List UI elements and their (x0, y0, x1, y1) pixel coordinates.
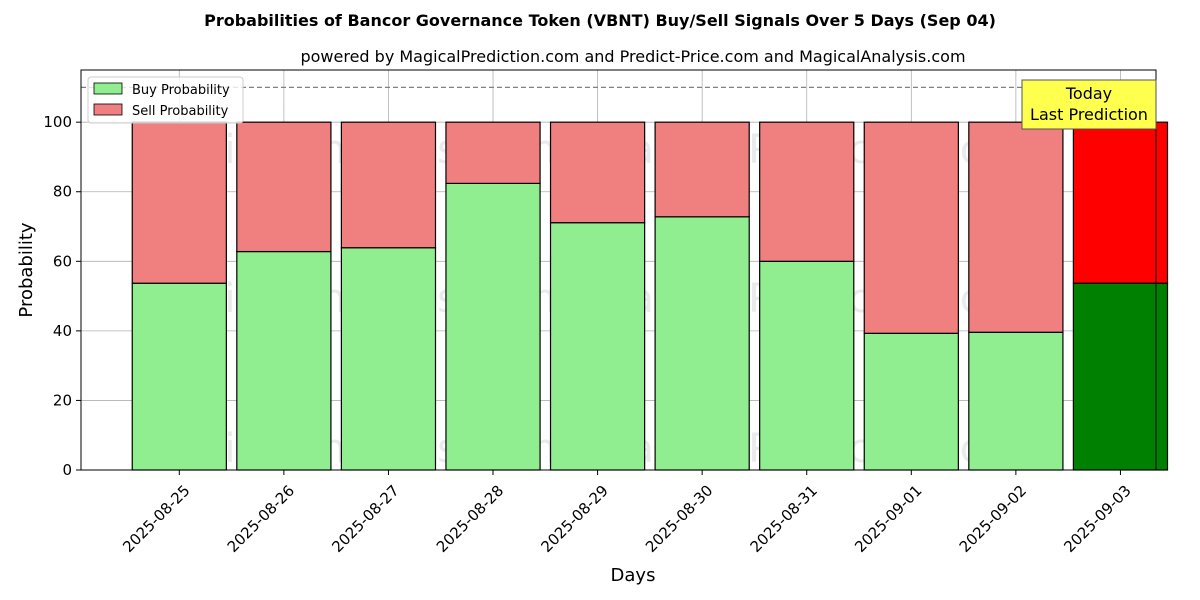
legend-label-buy: Buy Probability (132, 83, 230, 98)
legend-swatch-buy (93, 82, 123, 95)
plot-frame (80, 69, 1157, 471)
x-tick-label-4: 2025-08-29 (537, 482, 611, 556)
bar-sell-2025-08-28 (445, 121, 541, 184)
chart-title: Probabilities of Bancor Governance Token… (204, 11, 996, 30)
legend-label-sell: Sell Probability (132, 104, 229, 119)
y-axis-ticks: 0 20 40 60 80 100 (43, 113, 81, 479)
x-tick-label-2: 2025-08-27 (328, 482, 402, 556)
bar-sell-2025-09-03 (1072, 121, 1169, 284)
x-tick-label-9: 2025-09-03 (1060, 482, 1134, 556)
x-axis-ticks: 2025-08-25 2025-08-26 2025-08-27 2025-08-28… (119, 470, 1135, 556)
y-tick-label-2: 40 (53, 322, 72, 340)
bar-buy-2025-08-31 (759, 260, 855, 471)
bar-sell-2025-08-29 (549, 121, 646, 224)
bar-buy-2025-08-29 (549, 222, 646, 471)
bar-buy-2025-09-01 (863, 332, 959, 471)
y-tick-label-4: 80 (53, 183, 72, 201)
annotation-line-2: Last Prediction (1030, 105, 1148, 124)
chart-subtitle: powered by MagicalPrediction.com and Pre… (300, 47, 965, 66)
x-tick-label-3: 2025-08-28 (433, 482, 507, 556)
bar-sell-2025-08-27 (340, 121, 437, 249)
y-axis-label: Probability (16, 222, 37, 317)
annotation-line-1: Today (1065, 84, 1112, 103)
x-axis-label: Days (611, 565, 656, 586)
x-tick-label-0: 2025-08-25 (119, 482, 193, 556)
bar-buy-2025-09-03 (1072, 282, 1169, 471)
x-tick-label-5: 2025-08-30 (642, 482, 716, 556)
bar-buy-2025-08-26 (236, 250, 332, 471)
bar-sell-2025-08-30 (654, 121, 750, 218)
x-tick-label-7: 2025-09-01 (851, 482, 925, 556)
bars (131, 121, 1169, 471)
y-tick-label-1: 20 (53, 391, 72, 409)
bar-sell-2025-08-26 (236, 121, 332, 253)
bar-buy-2025-08-28 (445, 182, 541, 471)
legend-frame (87, 76, 244, 124)
legend: Buy Probability Sell Probability (87, 76, 244, 124)
bar-buy-2025-08-30 (654, 216, 750, 471)
annotation-box (1021, 79, 1157, 130)
bar-sell-2025-08-25 (131, 121, 227, 284)
y-tick-label-3: 60 (53, 252, 72, 270)
bar-sell-2025-09-01 (863, 121, 959, 334)
bar-buy-2025-08-25 (131, 282, 227, 471)
today-annotation: Today Last Prediction (1021, 79, 1157, 130)
x-tick-label-6: 2025-08-31 (747, 482, 821, 556)
legend-swatch-sell (93, 103, 123, 116)
bar-sell-2025-09-02 (968, 121, 1064, 333)
bar-sell-2025-08-31 (759, 121, 855, 262)
bar-buy-2025-09-02 (968, 331, 1064, 471)
bar-buy-2025-08-27 (340, 247, 437, 471)
x-tick-label-8: 2025-09-02 (956, 482, 1030, 556)
y-tick-label-0: 0 (62, 461, 72, 479)
y-tick-label-5: 100 (43, 113, 72, 131)
x-tick-label-1: 2025-08-26 (224, 482, 298, 556)
